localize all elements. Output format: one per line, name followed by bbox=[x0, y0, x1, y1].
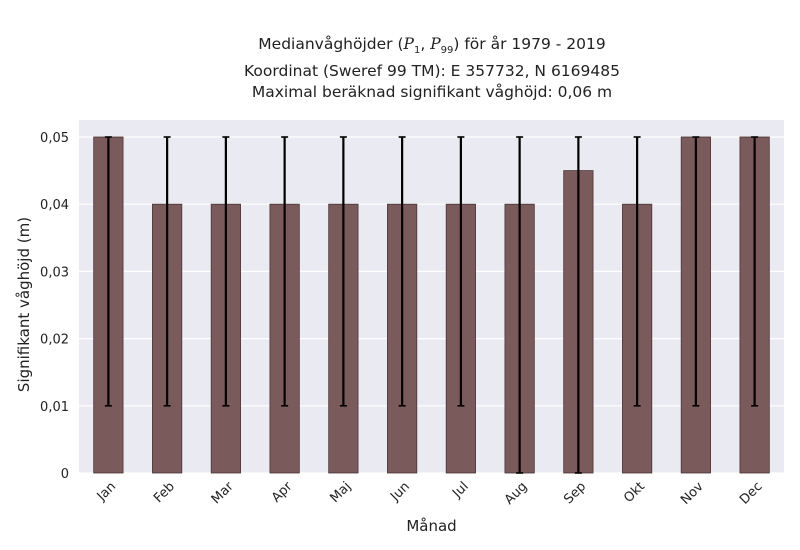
x-tick-labels: Jan Feb Mar Apr Maj Jun Jul Aug Sep Okt Nov Dec bbox=[94, 479, 766, 508]
x-tick-label: Sep bbox=[561, 479, 589, 507]
error-bar-sep bbox=[574, 136, 582, 474]
plot-area bbox=[79, 120, 784, 473]
y-tick-label: 0,04 bbox=[40, 198, 69, 213]
y-tick-label: 0,03 bbox=[40, 265, 69, 280]
error-bar-nov bbox=[692, 136, 700, 407]
x-tick-label: Feb bbox=[151, 479, 178, 506]
error-bar-apr bbox=[281, 136, 289, 407]
error-bar-dec bbox=[751, 136, 759, 407]
error-bar-jan bbox=[104, 136, 112, 407]
title-line-3: Maximal beräknad signifikant våghöjd: 0,… bbox=[251, 83, 613, 102]
title-p-high-subscript: 99 bbox=[440, 45, 454, 57]
title-p-high: P bbox=[430, 35, 440, 53]
y-tick-label: 0,01 bbox=[40, 400, 69, 415]
x-tick-label: Okt bbox=[621, 479, 648, 506]
x-tick-label: Aug bbox=[502, 479, 531, 508]
error-bar-okt bbox=[633, 136, 641, 407]
title-line-1: Medianvåghöjder (P1, P99) för år 1979 - … bbox=[80, 34, 784, 61]
title-p-low-letter: P bbox=[403, 35, 414, 53]
x-tick-label: Jul bbox=[449, 479, 471, 501]
gridlines bbox=[79, 136, 784, 474]
title-p-separator: , bbox=[420, 35, 431, 53]
x-tick-label: Dec bbox=[737, 479, 765, 507]
title-line-2: Koordinat (Sweref 99 TM): E 357732, N 61… bbox=[244, 62, 620, 81]
x-tick-label: Maj bbox=[327, 479, 354, 506]
error-bar-aug bbox=[516, 136, 524, 474]
x-tick-label: Jan bbox=[94, 479, 119, 504]
title-p-high-letter: P bbox=[430, 35, 441, 53]
y-tick-labels: 0 0,01 0,02 0,03 0,04 0,05 bbox=[40, 131, 69, 482]
title-line-1-suffix: ) för år 1979 - 2019 bbox=[453, 35, 606, 53]
error-bar-jul bbox=[457, 136, 465, 407]
error-bar-feb bbox=[163, 136, 171, 407]
error-bar-jun bbox=[398, 136, 406, 407]
x-tick-label: Apr bbox=[269, 479, 296, 506]
y-tick-label: 0 bbox=[61, 467, 69, 482]
x-tick-label: Jun bbox=[387, 479, 413, 505]
error-bar-mar bbox=[222, 136, 230, 407]
title-p-low-subscript: 1 bbox=[413, 45, 421, 57]
x-tick-label: Nov bbox=[678, 479, 707, 508]
x-axis-label: Månad bbox=[406, 517, 456, 535]
y-axis-label: Signifikant våghöjd (m) bbox=[15, 217, 33, 392]
error-bars bbox=[104, 136, 759, 474]
chart-title: Medianvåghöjder (P1, P99) för år 1979 - … bbox=[80, 34, 784, 103]
y-tick-label: 0,05 bbox=[40, 131, 69, 146]
x-tick-label: Mar bbox=[209, 479, 237, 507]
y-tick-label: 0,02 bbox=[40, 333, 69, 348]
error-bar-maj bbox=[339, 136, 347, 407]
title-p-low: P bbox=[404, 35, 414, 53]
title-line-1-prefix: Medianvåghöjder ( bbox=[258, 35, 404, 53]
